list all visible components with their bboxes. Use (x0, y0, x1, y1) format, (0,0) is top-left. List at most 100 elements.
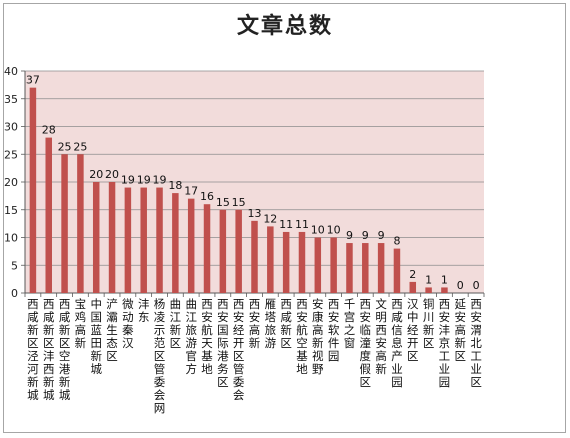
data-label: 1 (425, 273, 432, 286)
category-label-char: 泾 (27, 349, 39, 363)
category-label-char: 西 (201, 297, 213, 311)
y-tick-label: 40 (4, 65, 18, 78)
category-label-char: 航 (296, 323, 308, 337)
category-label-char: 网 (154, 401, 166, 415)
bar (172, 193, 179, 293)
category-label: 微动秦汉 (122, 297, 134, 350)
category-label-char: 安 (201, 310, 213, 324)
category-label-char: 区 (154, 349, 166, 363)
category-label-char: 安 (296, 310, 308, 324)
category-label-char: 之 (344, 323, 356, 337)
category-label-char: 宝 (75, 297, 87, 311)
category-label-char: 浐 (106, 297, 118, 311)
data-label: 16 (200, 190, 214, 203)
data-label: 37 (26, 74, 40, 87)
category-label-char: 新 (90, 349, 102, 363)
category-label-char: 汉 (407, 297, 419, 311)
bar (282, 231, 290, 293)
bar (45, 137, 52, 293)
category-label: 曲江旅游官方 (185, 297, 197, 376)
category-label-char: 游 (265, 336, 277, 350)
y-tick-label: 0 (11, 287, 18, 300)
category-label: 浐灞生态区 (106, 297, 118, 363)
category-label: 中国蓝田新城 (90, 297, 102, 376)
category-label-char: 区 (59, 336, 71, 350)
y-tick-label: 10 (4, 232, 18, 245)
category-label: 西咸信息产业园 (391, 297, 403, 389)
category-label-char: 区 (423, 336, 435, 350)
category-label-char: 沣 (138, 297, 150, 311)
category-label-char: 灞 (106, 310, 118, 324)
category-label-char: 新 (455, 336, 467, 350)
category-label-char: 业 (391, 362, 403, 376)
category-label: 西安软件园 (328, 297, 340, 363)
category-label-char: 假 (360, 362, 372, 376)
bar (124, 187, 132, 293)
bar (267, 226, 274, 293)
y-tick-label: 15 (4, 204, 18, 217)
category-label-char: 委 (154, 375, 166, 389)
bar (409, 281, 417, 293)
category-label: 西安高新 (249, 297, 261, 350)
category-label-char: 西 (59, 297, 71, 311)
category-label-char: 高 (75, 323, 87, 337)
data-label: 25 (58, 140, 72, 153)
category-label-char: 西 (249, 297, 261, 311)
bar (377, 243, 385, 293)
category-label-char: 明 (375, 310, 387, 324)
category-label-char: 开 (407, 336, 419, 350)
category-label-char: 中 (90, 297, 102, 311)
category-label-char: 野 (312, 362, 324, 376)
category-label-char: 西 (360, 297, 372, 311)
category-label: 杨凌示范区管委会网 (154, 297, 166, 415)
category-label-char: 文 (375, 297, 387, 311)
category-label-char: 潼 (360, 336, 372, 350)
category-label-char: 区 (106, 349, 118, 363)
category-label-char: 区 (280, 336, 292, 350)
category-label-char: 游 (185, 336, 197, 350)
category-label-char: 新 (312, 336, 324, 350)
category-label-char: 区 (470, 375, 482, 389)
category-label-char: 新 (27, 375, 39, 389)
category-label-char: 空 (296, 336, 308, 350)
category-label-char: 咸 (391, 310, 403, 324)
category-label: 文明西安高新 (375, 297, 387, 376)
category-label-char: 安 (328, 310, 340, 324)
data-label: 1 (441, 273, 448, 286)
data-label: 19 (121, 174, 135, 187)
data-label: 10 (327, 224, 341, 237)
category-label-char: 会 (154, 388, 166, 402)
category-label-char: 西 (328, 297, 340, 311)
category-label-char: 安 (470, 310, 482, 324)
category-label-char: 城 (59, 388, 71, 402)
category-label-char: 开 (233, 336, 245, 350)
category-label-char: 港 (59, 362, 71, 376)
bar (219, 209, 227, 293)
category-label-char: 新 (27, 323, 39, 337)
bar (346, 243, 353, 293)
data-label: 0 (473, 279, 480, 292)
category-label-char: 软 (328, 323, 340, 337)
category-label-char: 杨 (154, 297, 166, 311)
data-label: 13 (248, 207, 262, 220)
bar (92, 182, 100, 293)
category-label-char: 官 (185, 349, 197, 363)
category-label: 西安沣京工业园 (439, 297, 451, 389)
category-label-char: 塔 (265, 310, 277, 324)
data-label: 9 (362, 229, 369, 242)
bar (441, 287, 448, 293)
data-label: 11 (279, 218, 293, 231)
category-label-char: 高 (249, 323, 261, 337)
category-label-char: 西 (43, 362, 55, 376)
category-label-char: 信 (391, 323, 403, 337)
category-label-char: 延 (455, 297, 467, 311)
category-label-char: 西 (233, 297, 245, 311)
category-label: 千宫之窗 (344, 297, 356, 350)
category-label-char: 安 (312, 297, 324, 311)
category-label-char: 度 (360, 349, 372, 363)
category-label-char: 西 (439, 297, 451, 311)
category-label-char: 西 (296, 297, 308, 311)
bar (77, 154, 84, 293)
bar (61, 154, 68, 293)
category-label-char: 方 (185, 362, 197, 376)
